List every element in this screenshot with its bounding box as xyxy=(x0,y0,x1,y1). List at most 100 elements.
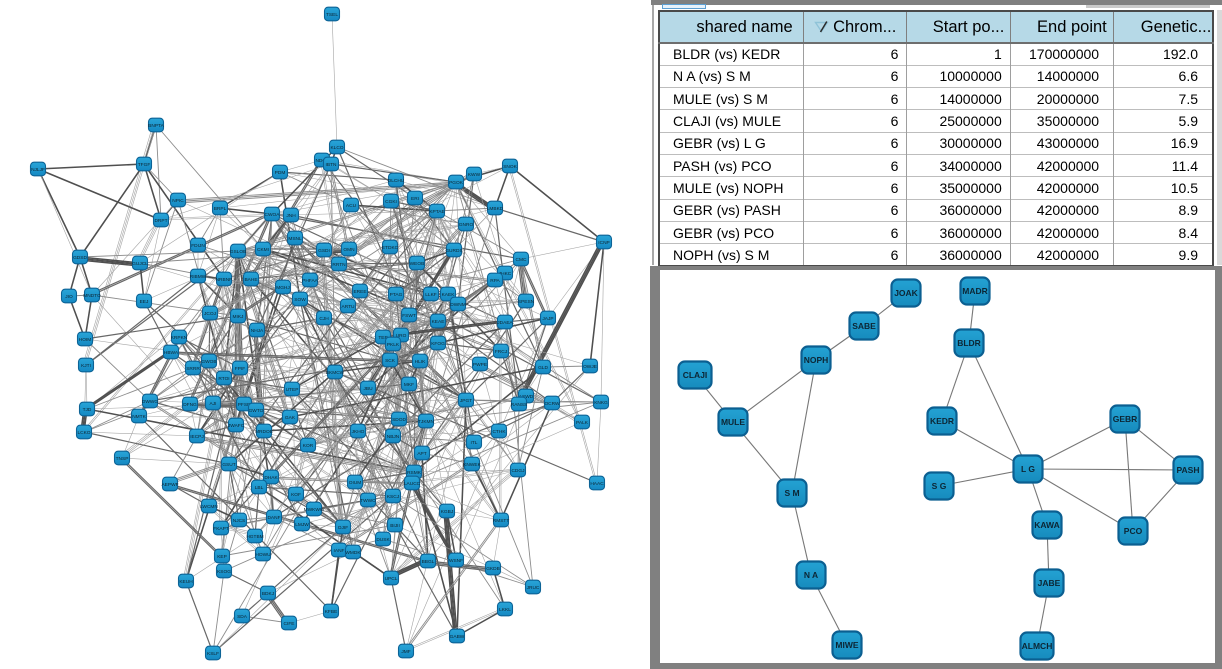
svg-text:DHAK: DHAK xyxy=(264,475,278,481)
svg-text:KJTI: KJTI xyxy=(81,363,91,369)
svg-text:DANF: DANF xyxy=(267,515,280,521)
svg-text:HOWU: HOWU xyxy=(255,552,271,558)
svg-text:OCRW: OCRW xyxy=(544,401,560,407)
svg-text:DLCHU: DLCHU xyxy=(388,178,405,184)
svg-text:IANF: IANF xyxy=(334,548,345,554)
svg-text:AJI: AJI xyxy=(210,401,217,407)
svg-text:PTAG: PTAG xyxy=(390,292,403,298)
svg-text:GLD: GLD xyxy=(538,365,548,371)
svg-text:TJD: TJD xyxy=(83,407,92,413)
svg-text:WMDK: WMDK xyxy=(345,550,361,556)
svg-text:WSNF: WSNF xyxy=(449,558,463,564)
svg-text:TNSP: TNSP xyxy=(116,456,129,462)
svg-text:ASWD: ASWD xyxy=(519,394,534,400)
svg-text:PWPE: PWPE xyxy=(473,362,487,368)
svg-text:PKLK: PKLK xyxy=(387,342,400,348)
svg-text:JRUC: JRUC xyxy=(527,585,540,591)
svg-text:MSNL: MSNL xyxy=(288,236,302,242)
svg-text:LBL: LBL xyxy=(255,485,264,491)
svg-text:JMF: JMF xyxy=(401,649,410,655)
svg-text:IBTN: IBTN xyxy=(326,162,337,168)
svg-text:URO: URO xyxy=(396,333,407,339)
svg-text:KOF: KOF xyxy=(291,492,301,498)
svg-text:LLKF: LLKF xyxy=(425,292,437,298)
svg-text:NMTK: NMTK xyxy=(132,414,146,420)
svg-text:N A: N A xyxy=(804,570,818,580)
svg-text:LMJW: LMJW xyxy=(295,522,309,528)
svg-text:PFSP: PFSP xyxy=(238,402,251,408)
svg-text:MADR: MADR xyxy=(962,286,988,296)
svg-text:GNRO: GNRO xyxy=(459,222,474,228)
svg-text:KEP: KEP xyxy=(217,554,227,560)
svg-text:L G: L G xyxy=(1021,464,1035,474)
svg-text:S G: S G xyxy=(932,481,947,491)
svg-text:DWNM: DWNM xyxy=(450,302,465,308)
svg-text:OIUM: OIUM xyxy=(349,480,362,486)
svg-text:ERI: ERI xyxy=(411,196,419,202)
svg-text:KSCJ: KSCJ xyxy=(387,494,400,500)
svg-text:FDIJN: FDIJN xyxy=(191,243,205,249)
svg-text:BAHE: BAHE xyxy=(244,277,257,283)
svg-text:TSEL: TSEL xyxy=(326,12,338,18)
svg-text:PALK: PALK xyxy=(576,420,589,426)
svg-text:ARTU: ARTU xyxy=(342,304,356,310)
svg-text:GAK: GAK xyxy=(285,415,296,421)
svg-text:EEJ: EEJ xyxy=(140,299,149,305)
svg-text:BBGL: BBGL xyxy=(422,559,435,565)
svg-text:DFNG: DFNG xyxy=(183,402,197,408)
svg-text:JBU: JBU xyxy=(363,386,373,392)
svg-text:OWJE: OWJE xyxy=(583,364,597,370)
svg-text:LMBKD: LMBKD xyxy=(487,206,504,212)
svg-text:GURDS: GURDS xyxy=(445,248,462,254)
svg-text:TEP: TEP xyxy=(378,335,387,341)
svg-text:MIWE: MIWE xyxy=(835,640,858,650)
svg-text:DRPT: DRPT xyxy=(154,218,167,224)
svg-text:BLDR: BLDR xyxy=(957,338,981,348)
svg-text:DWWG: DWWG xyxy=(142,399,159,405)
svg-text:PCO: PCO xyxy=(1124,526,1143,536)
svg-text:SCK: SCK xyxy=(385,358,396,364)
svg-text:FSWT: FSWT xyxy=(402,313,416,319)
svg-text:JAJP: JAJP xyxy=(542,316,553,322)
svg-text:SABE: SABE xyxy=(852,321,876,331)
svg-text:PGOK: PGOK xyxy=(449,180,464,186)
svg-text:NHJA: NHJA xyxy=(251,328,264,334)
svg-text:OJIF: OJIF xyxy=(338,525,348,531)
svg-text:NBJN: NBJN xyxy=(387,434,400,440)
svg-text:OMN: OMN xyxy=(343,247,355,253)
svg-text:KLCO: KLCO xyxy=(330,145,343,151)
svg-text:SDA: SDA xyxy=(237,614,248,620)
svg-text:ACU: ACU xyxy=(346,203,357,209)
svg-text:KSLF: KSLF xyxy=(207,651,219,657)
svg-text:BKMCW: BKMCW xyxy=(326,370,345,376)
svg-text:RSMK: RSMK xyxy=(407,470,422,476)
svg-text:PDM: PDM xyxy=(275,170,286,176)
svg-text:MGHJ: MGHJ xyxy=(276,285,290,291)
svg-text:BIJII: BIJII xyxy=(390,523,400,529)
svg-text:MWKWW: MWKWW xyxy=(304,507,325,513)
svg-text:WEOB: WEOB xyxy=(410,261,425,267)
svg-text:SNOK: SNOK xyxy=(503,164,517,170)
svg-text:BNPTA: BNPTA xyxy=(148,123,164,129)
svg-text:KFOG: KFOG xyxy=(431,341,445,347)
svg-text:LWCMN: LWCMN xyxy=(200,504,218,510)
svg-text:JPGT: JPGT xyxy=(460,398,472,404)
svg-text:TJKMN: TJKMN xyxy=(418,419,435,425)
svg-text:KSOG: KSOG xyxy=(217,569,231,575)
svg-text:NJCS: NJCS xyxy=(233,518,246,524)
svg-text:JHKC: JHKC xyxy=(499,271,512,277)
svg-text:KWW: KWW xyxy=(468,172,481,178)
svg-text:UTEP: UTEP xyxy=(286,387,299,393)
svg-text:MULE: MULE xyxy=(721,417,745,427)
svg-text:S M: S M xyxy=(784,488,799,498)
svg-text:CKMI: CKMI xyxy=(257,247,269,253)
svg-text:SOW: SOW xyxy=(294,297,306,303)
svg-text:CGKI: CGKI xyxy=(385,199,397,205)
svg-text:NOPH: NOPH xyxy=(804,355,829,365)
svg-text:HBWA: HBWA xyxy=(164,350,179,356)
svg-text:CIFE: CIFE xyxy=(284,621,295,627)
svg-text:JNH: JNH xyxy=(286,213,296,219)
svg-text:RRTN: RRTN xyxy=(332,262,346,268)
svg-text:CDGJ: CDGJ xyxy=(511,468,525,474)
svg-text:NJLJF: NJLJF xyxy=(31,167,45,173)
